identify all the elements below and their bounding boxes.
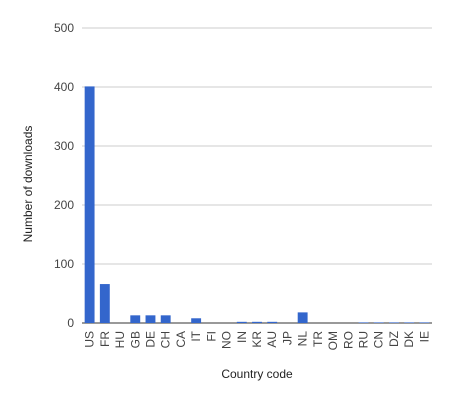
bar-us — [84, 86, 95, 323]
x-axis-title: Country code — [221, 367, 293, 381]
y-tick-label: 500 — [54, 21, 74, 35]
x-tick-label: IN — [235, 331, 249, 343]
bar-ie — [419, 322, 430, 323]
y-tick-label: 300 — [54, 139, 74, 153]
x-tick-labels: US FR HU GB DE CH CA IT FI NO IN KR AU JP NL TR OM RO RU CN… — [83, 330, 432, 350]
bar-de — [145, 315, 156, 323]
x-tick-label: CH — [159, 331, 173, 348]
bar-fr — [99, 284, 110, 323]
x-tick-label: HU — [113, 331, 127, 348]
bars — [84, 86, 430, 323]
x-tick-label: CN — [372, 331, 386, 348]
x-tick-label: CA — [174, 331, 188, 348]
x-tick-label: DZ — [387, 331, 401, 347]
x-tick-label: IE — [417, 331, 431, 342]
x-tick-label: NO — [220, 331, 234, 349]
x-tick-label: US — [83, 331, 97, 348]
x-tick-label: DK — [402, 331, 416, 348]
x-tick-label: GB — [128, 331, 142, 348]
bar-cn — [373, 322, 384, 323]
x-tick-label: NL — [296, 331, 310, 347]
bar-gb — [130, 315, 141, 323]
y-axis-title: Number of downloads — [21, 126, 35, 243]
bar-au — [267, 321, 278, 323]
bar-dz — [389, 322, 399, 323]
x-tick-label: RU — [357, 331, 371, 348]
x-tick-label: FI — [204, 331, 218, 342]
bar-dk — [404, 322, 415, 323]
x-tick-label: JP — [280, 331, 294, 345]
bar-ru — [358, 322, 369, 323]
y-tick-label: 100 — [54, 257, 74, 271]
x-tick-label: FR — [98, 331, 112, 347]
x-tick-label: DE — [143, 331, 157, 348]
bar-it — [191, 318, 202, 323]
y-tick-label: 0 — [67, 316, 74, 330]
bar-in — [236, 321, 247, 323]
x-tick-label: AU — [265, 331, 279, 348]
x-tick-label: RO — [341, 331, 355, 349]
x-tick-label: IT — [189, 330, 203, 341]
bar-ch — [160, 315, 171, 323]
x-tick-label: KR — [250, 331, 264, 348]
gridlines — [82, 27, 432, 324]
x-tick-label: OM — [326, 331, 340, 350]
y-tick-label: 200 — [54, 198, 74, 212]
y-tick-labels: 0 100 200 300 400 500 — [54, 21, 74, 330]
y-tick-label: 400 — [54, 80, 74, 94]
bar-kr — [252, 321, 262, 323]
bar-nl — [297, 312, 308, 323]
x-tick-label: TR — [311, 331, 325, 347]
